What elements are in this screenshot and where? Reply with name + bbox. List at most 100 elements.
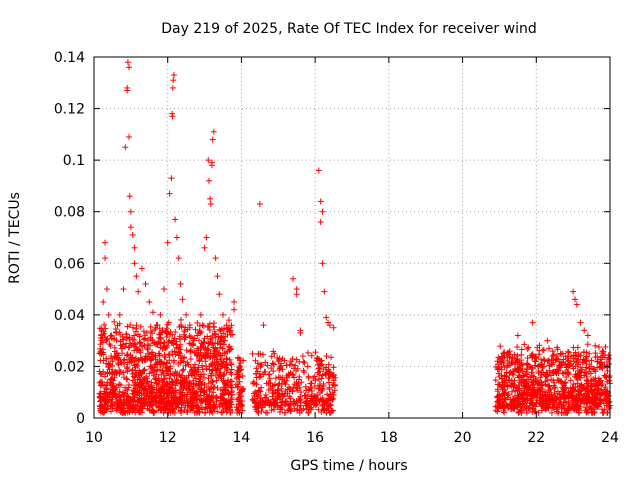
y-tick-label: 0.12	[54, 102, 85, 118]
data-point	[102, 255, 109, 262]
data-point	[96, 379, 103, 386]
data-point	[224, 399, 231, 406]
data-point	[98, 332, 105, 339]
data-point	[210, 128, 217, 135]
data-point	[120, 369, 127, 376]
data-point	[172, 328, 179, 335]
data-point	[157, 366, 164, 373]
data-point	[216, 326, 223, 333]
data-point	[264, 409, 271, 416]
data-point	[101, 321, 108, 328]
data-point	[227, 369, 234, 376]
data-point	[177, 407, 184, 414]
data-point	[581, 327, 588, 334]
data-point	[179, 391, 186, 398]
data-point	[195, 378, 202, 385]
data-point	[214, 365, 221, 372]
data-point	[149, 389, 156, 396]
data-point	[219, 345, 226, 352]
data-point	[152, 391, 159, 398]
data-point	[211, 331, 218, 338]
data-point	[262, 391, 269, 398]
data-point	[150, 395, 157, 402]
data-point	[130, 406, 137, 413]
data-point	[115, 361, 122, 368]
data-point	[265, 371, 272, 378]
data-point	[144, 390, 151, 397]
data-point	[100, 409, 107, 416]
data-point	[111, 336, 118, 343]
data-point	[165, 351, 172, 358]
data-point	[183, 311, 190, 318]
data-point	[175, 360, 182, 367]
data-point	[110, 382, 117, 389]
data-point	[198, 344, 205, 351]
data-point	[315, 167, 322, 174]
data-point	[156, 334, 163, 341]
data-point	[120, 286, 127, 293]
data-point	[125, 344, 132, 351]
data-point	[175, 345, 182, 352]
data-point	[161, 339, 168, 346]
x-tick-labels: 10 12 14 16 18 20 22 24	[85, 430, 619, 446]
data-point	[159, 327, 166, 334]
data-point	[211, 354, 218, 361]
data-point	[293, 291, 300, 298]
y-tick-label: 0	[76, 411, 85, 427]
data-point	[177, 350, 184, 357]
data-point	[305, 374, 312, 381]
data-point	[224, 365, 231, 372]
data-point	[179, 372, 186, 379]
data-point	[170, 408, 177, 415]
data-point	[525, 344, 532, 351]
data-point	[174, 377, 181, 384]
data-point	[202, 351, 209, 358]
chart-title: Day 219 of 2025, Rate Of TEC Index for r…	[161, 21, 536, 37]
data-point	[140, 387, 147, 394]
data-point	[177, 396, 184, 403]
data-point	[219, 362, 226, 369]
data-point	[146, 406, 153, 413]
data-point	[133, 322, 140, 329]
data-point	[218, 409, 225, 416]
data-point	[107, 389, 114, 396]
data-point	[133, 382, 140, 389]
data-point	[124, 59, 131, 66]
data-point	[158, 406, 165, 413]
data-point	[161, 353, 168, 360]
data-point	[260, 351, 267, 358]
data-point	[152, 341, 159, 348]
data-point	[231, 306, 238, 313]
data-point	[119, 350, 126, 357]
data-point	[105, 364, 112, 371]
data-point	[169, 84, 176, 91]
data-point	[210, 323, 217, 330]
data-point	[125, 384, 132, 391]
y-tick-label: 0.14	[54, 50, 85, 66]
data-point	[101, 401, 108, 408]
data-point	[199, 362, 206, 369]
y-tick-label: 0.02	[54, 359, 85, 375]
data-point	[192, 326, 199, 333]
data-point	[200, 388, 207, 395]
data-point	[524, 354, 531, 361]
data-point	[220, 377, 227, 384]
data-point	[158, 371, 165, 378]
data-point	[116, 388, 123, 395]
data-point	[103, 286, 110, 293]
data-point	[312, 349, 319, 356]
data-point	[178, 404, 185, 411]
data-point	[102, 391, 109, 398]
data-point	[215, 374, 222, 381]
data-point	[229, 331, 236, 338]
data-point	[191, 361, 198, 368]
data-point	[201, 244, 208, 251]
x-tick-label: 16	[306, 430, 324, 446]
data-point	[136, 333, 143, 340]
data-point	[150, 353, 157, 360]
data-point	[127, 208, 134, 215]
data-point	[212, 403, 219, 410]
data-point	[573, 301, 580, 308]
data-point	[204, 405, 211, 412]
data-point	[198, 355, 205, 362]
